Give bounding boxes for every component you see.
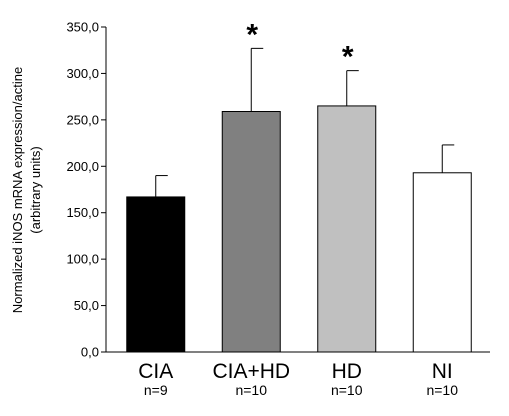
y-axis-title-line2: (arbitrary units)	[28, 146, 43, 233]
n-label: n=10	[235, 382, 267, 398]
n-label: n=10	[331, 382, 363, 398]
y-tick-label: 250,0	[66, 112, 99, 127]
error-bars	[155, 47, 455, 197]
y-tick-label: 200,0	[66, 159, 99, 174]
bars	[126, 105, 472, 353]
n-label: n=10	[426, 382, 458, 398]
n-label: n=9	[144, 382, 168, 398]
y-tick-label: 350,0	[66, 20, 99, 35]
significance-asterisk: *	[246, 18, 258, 51]
bar	[126, 196, 186, 353]
category-label: CIA	[138, 360, 173, 383]
bar	[412, 172, 472, 353]
category-label: NI	[432, 360, 453, 383]
category-label: HD	[332, 360, 362, 383]
y-tick-label: 50,0	[74, 298, 99, 313]
bar	[317, 105, 377, 353]
y-tick-label: 0,0	[81, 345, 99, 360]
y-tick-label: 150,0	[66, 205, 99, 220]
y-axis: 0,0 50,0 100,0 150,0 200,0 250,0 300,0 350,0	[66, 20, 107, 360]
bar	[221, 111, 281, 353]
significance-marks: **	[246, 18, 354, 73]
y-tick-label: 300,0	[66, 66, 99, 81]
y-axis-title-line1: Normalized iNOS mRNA expression/actine	[10, 67, 25, 313]
category-label: CIA+HD	[212, 360, 290, 383]
significance-asterisk: *	[342, 41, 354, 74]
y-axis-title: Normalized iNOS mRNA expression/actine (…	[10, 67, 43, 313]
y-tick-label: 100,0	[66, 252, 99, 267]
